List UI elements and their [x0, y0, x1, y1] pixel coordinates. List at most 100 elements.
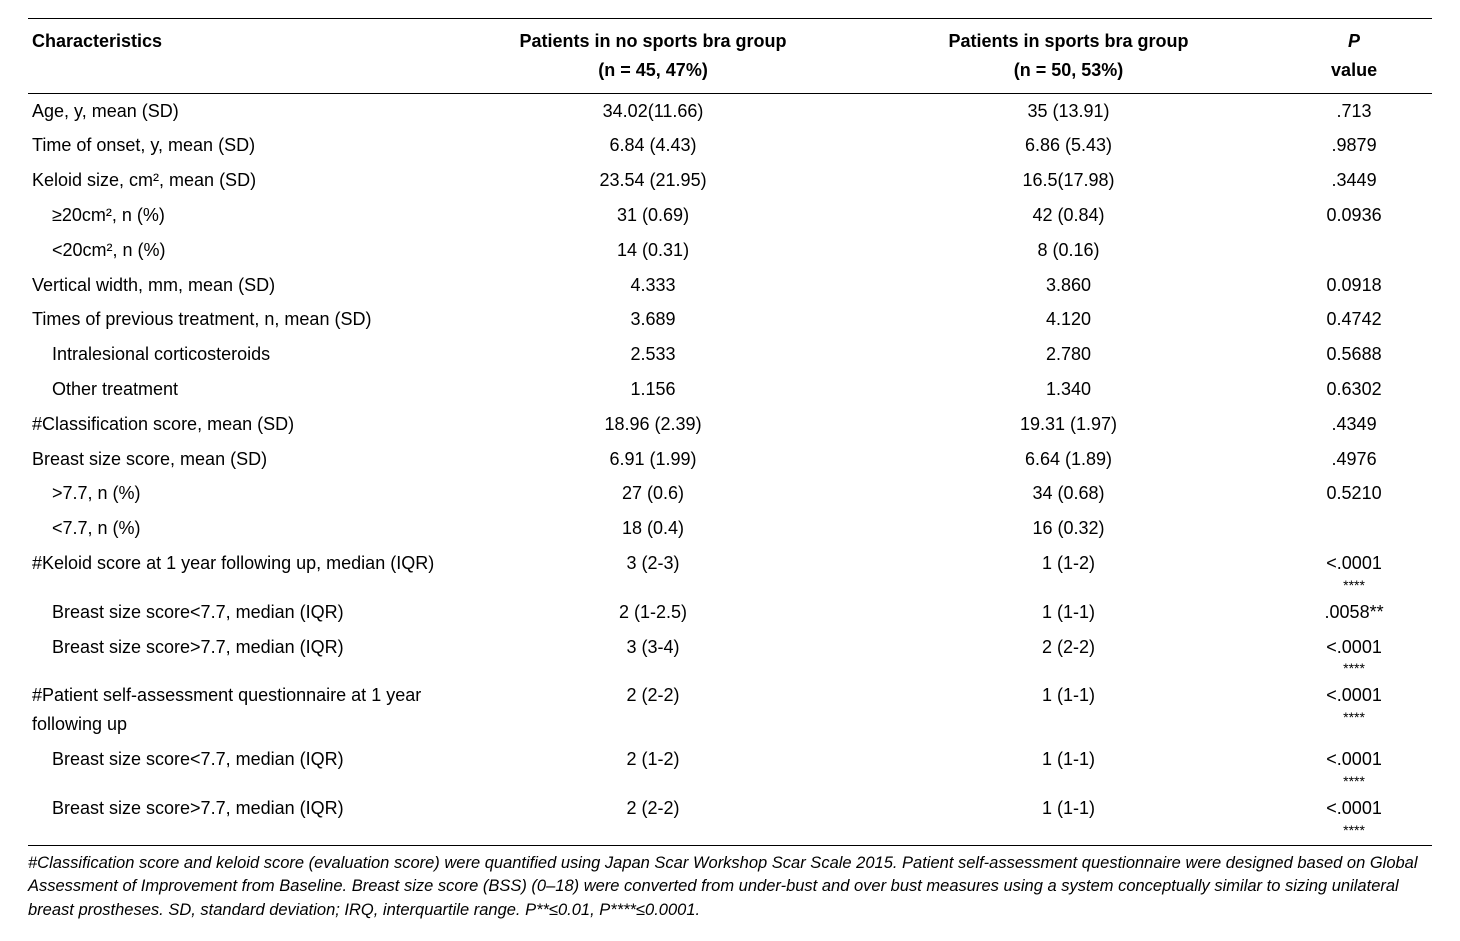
row-label: Other treatment — [28, 372, 445, 407]
cell-no-sports-bra: 3 (3-4) — [445, 630, 861, 679]
col-header-text: Patients in sports bra group — [948, 31, 1188, 51]
table-header: Characteristics Patients in no sports br… — [28, 19, 1432, 94]
cell-sports-bra: 1 (1-2) — [861, 546, 1276, 595]
col-header-p-value: P value — [1276, 19, 1432, 94]
cell-no-sports-bra: 6.84 (4.43) — [445, 128, 861, 163]
table-row: Breast size score>7.7, median (IQR)2 (2-… — [28, 791, 1432, 845]
cell-p-value: <.0001 **** — [1276, 742, 1432, 791]
row-label: Breast size score>7.7, median (IQR) — [28, 630, 445, 679]
cell-p-value: <.0001**** — [1276, 678, 1432, 742]
cell-sports-bra: 4.120 — [861, 302, 1276, 337]
row-label: Times of previous treatment, n, mean (SD… — [28, 302, 445, 337]
cell-no-sports-bra: 2 (1-2.5) — [445, 595, 861, 630]
cell-p-value: <.0001**** — [1276, 546, 1432, 595]
table-row: Intralesional corticosteroids2.5332.7800… — [28, 337, 1432, 372]
row-label: Time of onset, y, mean (SD) — [28, 128, 445, 163]
p-value-text: 0.4742 — [1327, 309, 1382, 329]
row-label: Breast size score, mean (SD) — [28, 442, 445, 477]
p-value-text: <.0001 — [1326, 749, 1382, 769]
table-row: ≥20cm², n (%)31 (0.69)42 (0.84) 0.0936 — [28, 198, 1432, 233]
p-value-text: .4349 — [1332, 414, 1377, 434]
table-row: Breast size score, mean (SD)6.91 (1.99)6… — [28, 442, 1432, 477]
p-value-text: 0.0918 — [1327, 275, 1382, 295]
row-label: Breast size score>7.7, median (IQR) — [28, 791, 445, 845]
row-label: Breast size score<7.7, median (IQR) — [28, 742, 445, 791]
cell-p-value: .713 — [1276, 93, 1432, 128]
characteristics-table: Characteristics Patients in no sports br… — [28, 18, 1432, 846]
cell-sports-bra: 8 (0.16) — [861, 233, 1276, 268]
p-value-significance: **** — [1280, 661, 1428, 675]
cell-no-sports-bra: 23.54 (21.95) — [445, 163, 861, 198]
p-value-text: <.0001 — [1326, 553, 1382, 573]
col-header-sub: (n = 50, 53%) — [1014, 60, 1124, 80]
cell-p-value: 0.6302 — [1276, 372, 1432, 407]
table-row: >7.7, n (%)27 (0.6)34 (0.68)0.5210 — [28, 476, 1432, 511]
cell-no-sports-bra: 6.91 (1.99) — [445, 442, 861, 477]
p-value-text: <.0001 — [1326, 798, 1382, 818]
col-header-characteristics: Characteristics — [28, 19, 445, 94]
cell-sports-bra: 2 (2-2) — [861, 630, 1276, 679]
p-value-text: 0.6302 — [1327, 379, 1382, 399]
cell-no-sports-bra: 1.156 — [445, 372, 861, 407]
table-row: Breast size score<7.7, median (IQR)2 (1-… — [28, 742, 1432, 791]
cell-no-sports-bra: 2 (1-2) — [445, 742, 861, 791]
cell-sports-bra: 19.31 (1.97) — [861, 407, 1276, 442]
table-row: Other treatment1.1561.340 0.6302 — [28, 372, 1432, 407]
cell-p-value: .4976 — [1276, 442, 1432, 477]
p-value-text: 0.0936 — [1327, 205, 1382, 225]
table-row: Breast size score>7.7, median (IQR)3 (3-… — [28, 630, 1432, 679]
cell-p-value: .3449 — [1276, 163, 1432, 198]
table-row: Times of previous treatment, n, mean (SD… — [28, 302, 1432, 337]
cell-p-value: 0.0918 — [1276, 268, 1432, 303]
col-header-text: Patients in no sports bra group — [520, 31, 787, 51]
cell-no-sports-bra: 14 (0.31) — [445, 233, 861, 268]
table-row: Vertical width, mm, mean (SD)4.3333.8600… — [28, 268, 1432, 303]
cell-no-sports-bra: 3 (2-3) — [445, 546, 861, 595]
p-value-text: .713 — [1337, 101, 1372, 121]
col-header-sub: value — [1331, 60, 1377, 80]
cell-p-value: <.0001 **** — [1276, 630, 1432, 679]
table-row: <7.7, n (%)18 (0.4)16 (0.32) — [28, 511, 1432, 546]
row-label: #Patient self-assessment questionnaire a… — [28, 678, 445, 742]
p-value-text: 0.5210 — [1327, 483, 1382, 503]
p-value-text: 0.5688 — [1327, 344, 1382, 364]
row-label: Keloid size, cm², mean (SD) — [28, 163, 445, 198]
cell-sports-bra: 35 (13.91) — [861, 93, 1276, 128]
row-label: #Classification score, mean (SD) — [28, 407, 445, 442]
table-body: Age, y, mean (SD)34.02(11.66)35 (13.91).… — [28, 93, 1432, 845]
col-header-sports-bra: Patients in sports bra group (n = 50, 53… — [861, 19, 1276, 94]
cell-no-sports-bra: 3.689 — [445, 302, 861, 337]
cell-p-value: <.0001 **** — [1276, 791, 1432, 845]
p-value-significance: **** — [1280, 823, 1428, 837]
cell-p-value — [1276, 233, 1432, 268]
cell-p-value: .0058** — [1276, 595, 1432, 630]
cell-no-sports-bra: 18.96 (2.39) — [445, 407, 861, 442]
table-row: Breast size score<7.7, median (IQR)2 (1-… — [28, 595, 1432, 630]
cell-sports-bra: 42 (0.84) — [861, 198, 1276, 233]
cell-sports-bra: 1 (1-1) — [861, 595, 1276, 630]
table-row: #Keloid score at 1 year following up, me… — [28, 546, 1432, 595]
p-value-text: <.0001 — [1326, 685, 1382, 705]
p-value-significance: **** — [1280, 774, 1428, 788]
cell-p-value: 0.4742 — [1276, 302, 1432, 337]
p-value-text: <.0001 — [1326, 637, 1382, 657]
row-label: Vertical width, mm, mean (SD) — [28, 268, 445, 303]
cell-no-sports-bra: 2 (2-2) — [445, 791, 861, 845]
cell-p-value: 0.5688 — [1276, 337, 1432, 372]
row-label: ≥20cm², n (%) — [28, 198, 445, 233]
cell-p-value: .4349 — [1276, 407, 1432, 442]
cell-no-sports-bra: 4.333 — [445, 268, 861, 303]
p-value-text: .4976 — [1332, 449, 1377, 469]
cell-sports-bra: 1 (1-1) — [861, 742, 1276, 791]
table-footnote: #Classification score and keloid score (… — [28, 852, 1432, 924]
cell-sports-bra: 1.340 — [861, 372, 1276, 407]
p-value-text: .3449 — [1332, 170, 1377, 190]
cell-no-sports-bra: 18 (0.4) — [445, 511, 861, 546]
table-row: <20cm², n (%)14 (0.31)8 (0.16) — [28, 233, 1432, 268]
cell-no-sports-bra: 27 (0.6) — [445, 476, 861, 511]
cell-p-value: .9879 — [1276, 128, 1432, 163]
row-label: <20cm², n (%) — [28, 233, 445, 268]
row-label: >7.7, n (%) — [28, 476, 445, 511]
table-row: Keloid size, cm², mean (SD)23.54 (21.95)… — [28, 163, 1432, 198]
cell-no-sports-bra: 31 (0.69) — [445, 198, 861, 233]
